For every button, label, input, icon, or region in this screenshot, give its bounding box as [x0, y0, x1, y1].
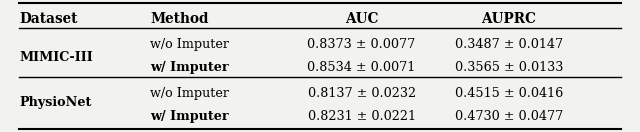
Text: PhysioNet: PhysioNet: [19, 96, 92, 109]
Text: 0.8534 ± 0.0071: 0.8534 ± 0.0071: [307, 61, 416, 74]
Text: w/o Imputer: w/o Imputer: [150, 87, 229, 100]
Text: AUPRC: AUPRC: [481, 12, 536, 26]
Text: 0.8231 ± 0.0221: 0.8231 ± 0.0221: [308, 110, 415, 123]
Text: AUC: AUC: [345, 12, 378, 26]
Text: w/ Imputer: w/ Imputer: [150, 110, 229, 123]
Text: 0.3487 ± 0.0147: 0.3487 ± 0.0147: [455, 38, 563, 51]
Text: Dataset: Dataset: [19, 12, 77, 26]
Text: 0.4730 ± 0.0477: 0.4730 ± 0.0477: [454, 110, 563, 123]
Text: w/o Imputer: w/o Imputer: [150, 38, 229, 51]
Text: MIMIC-III: MIMIC-III: [19, 51, 93, 64]
Text: 0.3565 ± 0.0133: 0.3565 ± 0.0133: [454, 61, 563, 74]
Text: w/ Imputer: w/ Imputer: [150, 61, 229, 74]
Text: 0.4515 ± 0.0416: 0.4515 ± 0.0416: [454, 87, 563, 100]
Text: Method: Method: [150, 12, 209, 26]
Text: 0.8373 ± 0.0077: 0.8373 ± 0.0077: [307, 38, 416, 51]
Text: 0.8137 ± 0.0232: 0.8137 ± 0.0232: [308, 87, 415, 100]
